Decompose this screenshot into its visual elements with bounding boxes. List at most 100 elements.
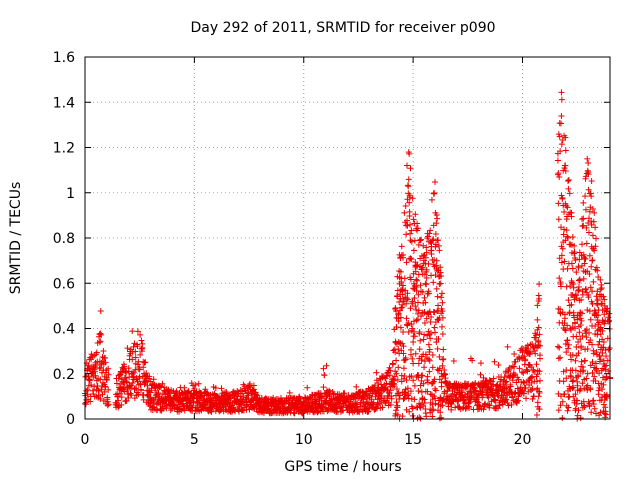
data-point [585, 171, 592, 178]
data-point [431, 309, 438, 316]
data-point [555, 131, 562, 138]
data-point [90, 390, 97, 397]
data-point [422, 254, 429, 261]
data-point [480, 406, 487, 413]
data-point [558, 393, 564, 400]
data-point [407, 388, 414, 395]
data-point [422, 351, 429, 358]
data-point [431, 376, 438, 383]
data-point [408, 227, 415, 234]
data-point [578, 358, 585, 365]
data-point [594, 288, 601, 295]
data-point [591, 405, 598, 412]
data-point [588, 409, 595, 416]
data-point [505, 402, 512, 409]
data-point [412, 350, 419, 357]
data-point [438, 294, 445, 301]
data-point [420, 242, 427, 249]
data-point [404, 290, 411, 297]
data-point [593, 235, 599, 242]
data-point [407, 230, 414, 237]
data-point [386, 364, 393, 371]
data-point [477, 371, 484, 378]
data-point [596, 384, 603, 391]
data-point [573, 343, 580, 350]
data-point [440, 395, 447, 402]
data-point [409, 325, 416, 332]
data-point [606, 310, 613, 317]
data-point [576, 249, 583, 256]
data-point [573, 333, 580, 340]
data-point [498, 376, 505, 383]
data-point [436, 415, 443, 422]
data-point [425, 328, 432, 335]
data-point [570, 384, 577, 391]
data-point [413, 287, 420, 294]
x-tick-label: 10 [295, 432, 313, 448]
data-point [408, 321, 415, 328]
data-point [432, 230, 439, 237]
data-point [399, 291, 406, 298]
data-point [605, 346, 612, 353]
data-point [587, 385, 594, 392]
data-point [326, 387, 333, 394]
data-point [406, 150, 413, 157]
data-point [423, 249, 430, 256]
data-point [395, 346, 402, 353]
data-point [574, 397, 581, 404]
data-point [413, 276, 420, 283]
data-point [565, 176, 572, 183]
data-point [572, 357, 579, 364]
data-point [557, 402, 564, 409]
y-tick-label: 1 [66, 186, 75, 202]
data-point [409, 195, 416, 202]
data-point [565, 185, 572, 192]
data-point [423, 281, 430, 288]
y-tick-label: 1.6 [53, 50, 75, 66]
data-point [397, 268, 404, 275]
data-point [438, 272, 445, 279]
data-point [577, 321, 584, 328]
data-point [84, 391, 91, 398]
data-point [423, 274, 430, 281]
data-point [564, 337, 571, 344]
data-point [409, 355, 416, 362]
data-point [422, 280, 429, 287]
data-point [429, 364, 436, 371]
data-point [134, 378, 141, 385]
data-point [533, 344, 540, 351]
data-point [557, 354, 564, 361]
data-point [412, 268, 419, 275]
data-point [568, 260, 575, 267]
data-point [599, 349, 606, 356]
data-point [536, 281, 543, 288]
data-point [592, 309, 599, 316]
data-point [102, 359, 109, 366]
data-point [536, 331, 543, 338]
data-point [426, 230, 433, 237]
data-point [558, 89, 565, 96]
data-point [520, 390, 527, 397]
data-point [102, 383, 109, 390]
data-point [433, 285, 440, 292]
data-point [118, 394, 125, 401]
data-point [472, 380, 479, 387]
data-point [437, 280, 444, 287]
data-point [428, 407, 435, 414]
data-point [320, 384, 327, 391]
data-point [353, 383, 360, 390]
data-point [428, 313, 435, 320]
data-point [418, 389, 425, 396]
data-point [586, 252, 593, 259]
data-point [105, 371, 112, 378]
data-point [436, 281, 443, 288]
data-point [402, 355, 409, 362]
data-point [580, 275, 587, 282]
data-point [97, 307, 104, 314]
data-point [585, 186, 592, 193]
data-point [603, 353, 610, 360]
data-point [330, 390, 337, 397]
y-tick-label: 1.4 [53, 95, 75, 111]
data-point [212, 385, 219, 392]
data-point [400, 282, 407, 289]
